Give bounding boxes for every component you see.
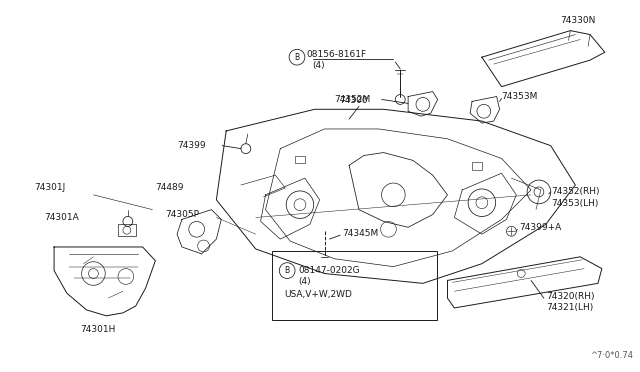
Text: 74345M: 74345M	[342, 229, 378, 238]
Text: 74330N: 74330N	[561, 16, 596, 25]
Text: 74321(LH): 74321(LH)	[546, 304, 593, 312]
Bar	[295, 155, 305, 163]
Text: 74399+A: 74399+A	[519, 223, 561, 232]
Text: (4): (4)	[298, 277, 310, 286]
Text: USA,V+W,2WD: USA,V+W,2WD	[284, 290, 352, 299]
Text: 08147-0202G: 08147-0202G	[298, 266, 360, 275]
Text: 74301H: 74301H	[81, 325, 116, 334]
Text: 74320(RH): 74320(RH)	[546, 292, 595, 301]
Text: 74353M: 74353M	[502, 92, 538, 101]
Text: 74352M: 74352M	[334, 95, 371, 104]
Text: 74399: 74399	[177, 141, 205, 150]
Text: 74489: 74489	[156, 183, 184, 192]
Text: ^7·0*0.74: ^7·0*0.74	[590, 351, 633, 360]
Bar	[472, 163, 482, 170]
Text: 74301A: 74301A	[44, 213, 79, 222]
Bar	[118, 224, 136, 236]
Text: 08156-8161F: 08156-8161F	[307, 50, 367, 59]
Text: (4): (4)	[313, 61, 325, 70]
Text: B: B	[294, 53, 300, 62]
FancyBboxPatch shape	[273, 251, 436, 320]
Text: 74301J: 74301J	[35, 183, 66, 192]
Text: B: B	[285, 266, 290, 275]
Text: 74353(LH): 74353(LH)	[551, 199, 598, 208]
Text: 74300: 74300	[339, 96, 368, 105]
Text: 74305P: 74305P	[165, 210, 199, 219]
Text: 74352(RH): 74352(RH)	[551, 187, 599, 196]
